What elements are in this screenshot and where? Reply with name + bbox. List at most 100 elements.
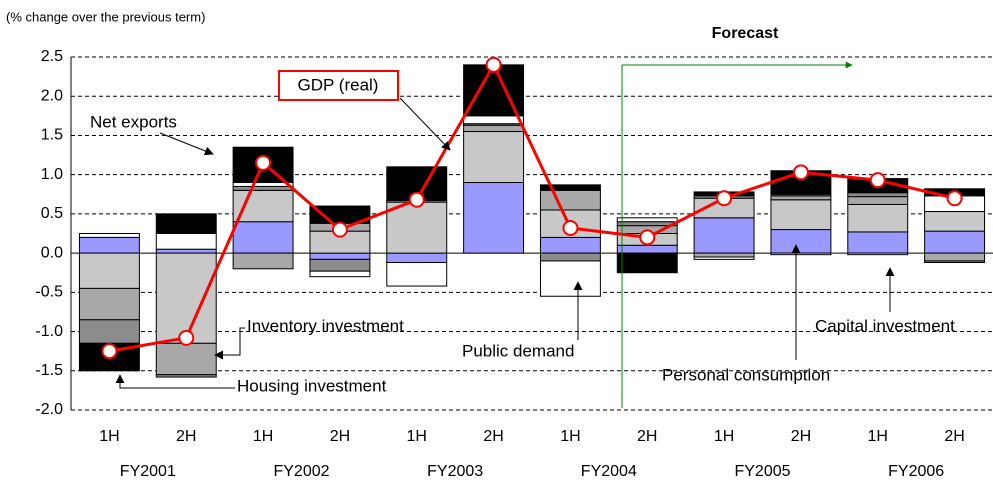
gdp-point	[869, 172, 886, 189]
bar-segment	[847, 192, 909, 198]
bar-segment	[232, 182, 294, 187]
bar-segment	[847, 231, 909, 254]
bar-segment	[770, 229, 832, 254]
bar-segment	[232, 221, 294, 254]
gdp-point	[792, 164, 809, 181]
x-tick-label: 2H	[330, 428, 350, 445]
bar-segment	[155, 213, 217, 234]
bar-segment	[924, 211, 986, 232]
bar-segment	[155, 342, 217, 376]
x-tick-label: 2H	[483, 428, 503, 445]
gdp-line	[109, 61, 955, 353]
y-tick-label: -2.0	[35, 401, 63, 418]
annotation: Public demand	[462, 341, 574, 360]
bar-segment	[232, 189, 294, 223]
annotation: GDP (real)	[298, 75, 379, 94]
arrow	[214, 327, 245, 360]
bar-segment	[616, 252, 678, 274]
bar-segment	[386, 252, 448, 264]
annotation: Housing investment	[237, 376, 387, 395]
arrow	[399, 97, 451, 151]
gdp-point	[946, 190, 963, 207]
bar-segment	[847, 252, 909, 256]
y-tick-label: -0.5	[35, 284, 63, 301]
bar-segment	[924, 260, 986, 264]
group-label: FY2004	[581, 463, 637, 480]
bar-segment	[539, 236, 601, 254]
y-tick-label: 0.5	[41, 205, 63, 222]
x-tick-label: 1H	[99, 428, 119, 445]
y-tick-label: 1.5	[41, 127, 63, 144]
gdp-point	[255, 154, 272, 171]
gdp-point	[178, 329, 195, 346]
bar-segment	[309, 258, 371, 272]
gdp-box	[278, 70, 399, 101]
gdp-point	[101, 343, 118, 360]
bar-segment	[463, 124, 525, 133]
x-tick-label: 2H	[637, 428, 657, 445]
y-tick-label: 1.0	[41, 166, 63, 183]
x-tick-label: 1H	[868, 428, 888, 445]
bar-segment	[847, 196, 909, 205]
bar-segment	[78, 319, 140, 344]
bar-segment	[539, 260, 601, 297]
bar-segment	[616, 217, 678, 223]
x-tick-label: 1H	[560, 428, 580, 445]
bar-segment	[155, 374, 217, 378]
bar-segment	[693, 256, 755, 260]
annotation: Inventory investment	[247, 316, 404, 335]
bar-segment	[78, 236, 140, 254]
bar-segment	[386, 262, 448, 287]
y-tick-label: 0.0	[41, 244, 63, 261]
bar-segment	[539, 184, 601, 191]
x-tick-label: 1H	[407, 428, 427, 445]
bar-segment	[847, 203, 909, 233]
y-tick-label: 2.5	[41, 48, 63, 65]
forecast-arrow	[621, 61, 853, 408]
annotation: Personal consumption	[662, 365, 830, 384]
arrow	[115, 374, 235, 389]
x-tick-label: 1H	[253, 428, 273, 445]
gdp-point	[716, 190, 733, 207]
arrow	[159, 132, 214, 156]
bar-segment	[770, 252, 832, 256]
bar-segment	[386, 201, 448, 254]
group-label: FY2003	[427, 463, 483, 480]
bar-segment	[232, 252, 294, 270]
bar-segment	[232, 185, 294, 191]
bar-segment	[309, 252, 371, 260]
gdp-point	[331, 221, 348, 238]
y-tick-label: -1.5	[35, 362, 63, 379]
group-label: FY2005	[734, 463, 790, 480]
group-label: FY2006	[888, 463, 944, 480]
bar-segment	[770, 195, 832, 201]
gdp-point	[485, 56, 502, 73]
bar-segment	[693, 252, 755, 258]
plot-area: -2.0 -1.5 -1.0 -0.5 0.0 0.5 1.0 1.5 2.0 2.5 1H 2H 1H…	[35, 48, 993, 480]
x-tick-label: 2H	[791, 428, 811, 445]
forecast-label: Forecast	[712, 25, 779, 42]
bar-segment	[770, 199, 832, 231]
bar-segment	[78, 287, 140, 321]
annotation: Net exports	[90, 112, 177, 131]
group-label: FY2002	[273, 463, 329, 480]
bar-segment	[616, 244, 678, 254]
y-axis-label: (% change over the previous term)	[6, 9, 205, 24]
bar-segment	[463, 115, 525, 125]
bar-segment	[693, 217, 755, 254]
annotation: Capital investment	[815, 316, 955, 335]
bar-segment	[155, 248, 217, 254]
gdp-point	[639, 229, 656, 246]
x-tick-label: 2H	[176, 428, 196, 445]
bar-segment	[155, 252, 217, 344]
bar-segment	[924, 252, 986, 262]
bar-segment	[463, 131, 525, 184]
x-tick-label: 1H	[714, 428, 734, 445]
bar-segment	[309, 270, 371, 278]
annotations: Net exports GDP (real) Inventory investm…	[90, 70, 955, 395]
gdp-point	[562, 220, 579, 237]
bar-segment	[539, 189, 601, 211]
bar-segment	[78, 252, 140, 289]
group-label: FY2001	[120, 463, 176, 480]
